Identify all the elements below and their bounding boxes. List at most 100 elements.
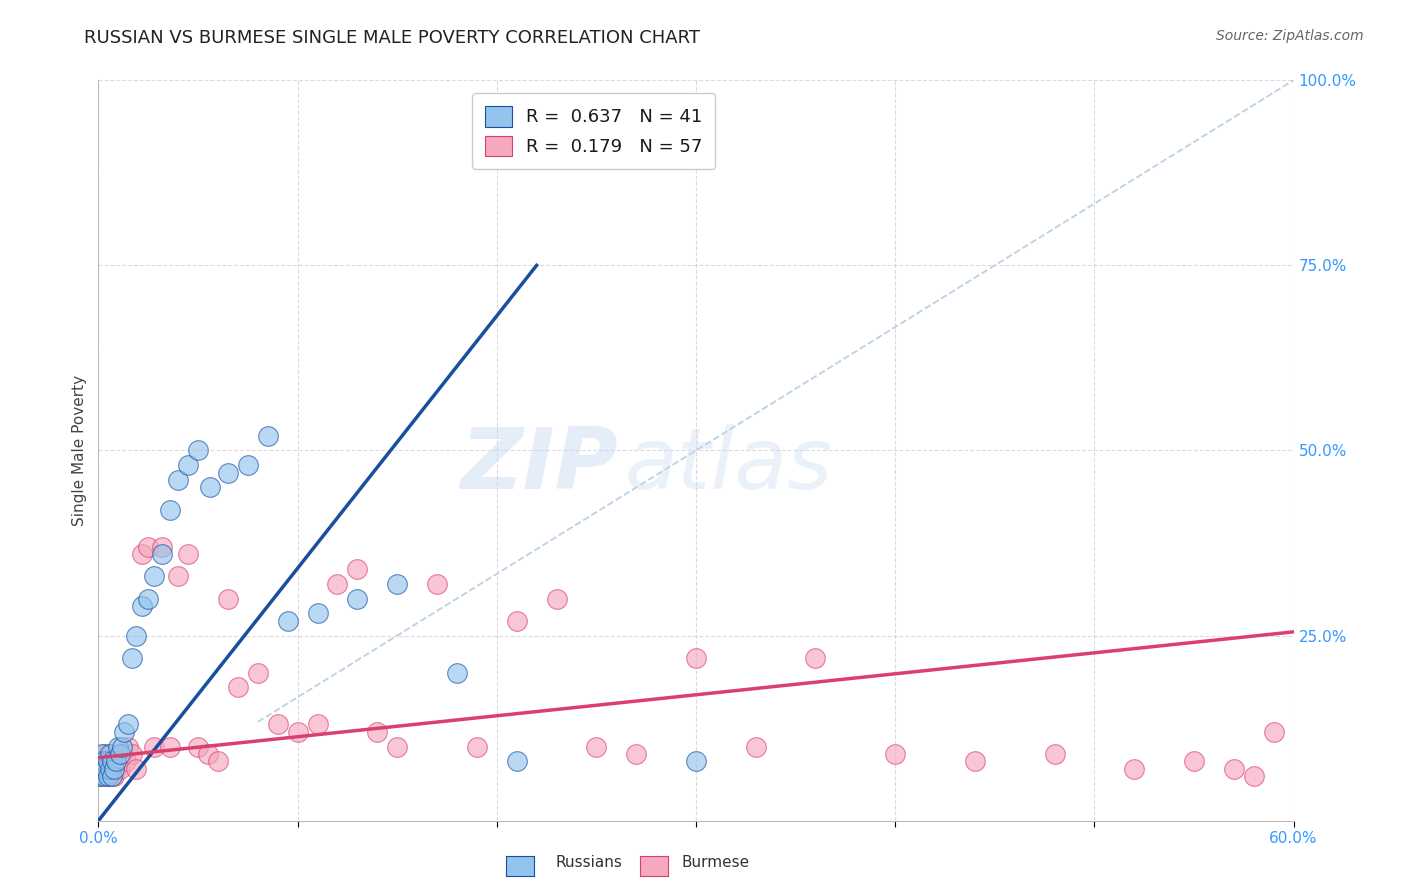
Point xyxy=(107,755,129,769)
Legend: R =  0.637   N = 41, R =  0.179   N = 57: R = 0.637 N = 41, R = 0.179 N = 57 xyxy=(472,93,716,169)
Point xyxy=(93,747,115,761)
Point xyxy=(385,576,409,591)
Point xyxy=(150,547,173,561)
Point xyxy=(626,747,648,761)
Point xyxy=(167,473,190,487)
Point xyxy=(143,739,166,754)
Point xyxy=(198,480,221,494)
Point xyxy=(121,747,143,761)
Point xyxy=(110,747,132,761)
Point xyxy=(121,650,143,665)
Point xyxy=(125,762,148,776)
Point xyxy=(326,576,349,591)
Point xyxy=(89,769,111,783)
Point xyxy=(307,607,329,621)
Text: Russians: Russians xyxy=(555,855,623,870)
Point xyxy=(98,769,122,783)
Point xyxy=(101,755,124,769)
Point xyxy=(98,762,122,776)
Text: atlas: atlas xyxy=(624,424,832,507)
Point xyxy=(115,755,138,769)
Point xyxy=(91,762,114,776)
Point xyxy=(117,739,139,754)
Point xyxy=(804,650,827,665)
Point xyxy=(117,717,139,731)
Point xyxy=(91,747,114,761)
Point xyxy=(685,650,707,665)
Point xyxy=(103,762,125,776)
Point xyxy=(89,755,111,769)
Point xyxy=(446,665,468,680)
Point xyxy=(685,755,707,769)
Point xyxy=(103,769,125,783)
Point xyxy=(236,458,259,473)
Point xyxy=(177,547,200,561)
Point xyxy=(963,755,986,769)
Point xyxy=(107,739,129,754)
Point xyxy=(217,591,239,606)
Point xyxy=(105,755,128,769)
Point xyxy=(101,769,124,783)
Point xyxy=(101,755,124,769)
Point xyxy=(111,739,134,754)
Point xyxy=(1243,769,1265,783)
Point xyxy=(96,762,118,776)
Text: RUSSIAN VS BURMESE SINGLE MALE POVERTY CORRELATION CHART: RUSSIAN VS BURMESE SINGLE MALE POVERTY C… xyxy=(84,29,700,46)
Point xyxy=(1263,724,1285,739)
Point xyxy=(136,591,159,606)
Point xyxy=(884,747,907,761)
Point xyxy=(197,747,219,761)
Point xyxy=(96,769,118,783)
Point xyxy=(217,466,239,480)
Point xyxy=(93,769,115,783)
Point xyxy=(97,747,120,761)
Point xyxy=(1223,762,1246,776)
Point xyxy=(159,502,181,516)
Point xyxy=(89,769,111,783)
Point xyxy=(1043,747,1066,761)
Text: Burmese: Burmese xyxy=(682,855,749,870)
Text: ZIP: ZIP xyxy=(461,424,619,507)
Point xyxy=(1123,762,1146,776)
Point xyxy=(1182,755,1205,769)
Point xyxy=(277,614,299,628)
Point xyxy=(506,755,529,769)
Point xyxy=(143,569,166,583)
Point xyxy=(385,739,409,754)
Point xyxy=(91,762,114,776)
Point xyxy=(97,755,120,769)
Point xyxy=(346,562,368,576)
Point xyxy=(267,717,290,731)
Point xyxy=(98,747,122,761)
Point xyxy=(110,762,132,776)
Point xyxy=(187,739,209,754)
Point xyxy=(97,769,120,783)
Point xyxy=(89,755,111,769)
Point xyxy=(546,591,568,606)
Point xyxy=(111,747,134,761)
Point xyxy=(207,755,229,769)
Point xyxy=(167,569,190,583)
Point xyxy=(150,540,173,554)
Point xyxy=(159,739,181,754)
Point xyxy=(287,724,309,739)
Point xyxy=(131,599,153,613)
Point xyxy=(426,576,449,591)
Point xyxy=(346,591,368,606)
Point xyxy=(136,540,159,554)
Point xyxy=(187,443,209,458)
Point xyxy=(105,762,128,776)
Point xyxy=(112,724,135,739)
Text: Source: ZipAtlas.com: Source: ZipAtlas.com xyxy=(1216,29,1364,43)
Point xyxy=(506,614,529,628)
Point xyxy=(226,681,249,695)
Point xyxy=(125,628,148,642)
Point xyxy=(101,762,124,776)
Point xyxy=(93,762,115,776)
Point xyxy=(246,665,269,680)
Point xyxy=(131,547,153,561)
Point xyxy=(366,724,388,739)
Point xyxy=(256,428,278,442)
Point xyxy=(585,739,607,754)
Point xyxy=(307,717,329,731)
